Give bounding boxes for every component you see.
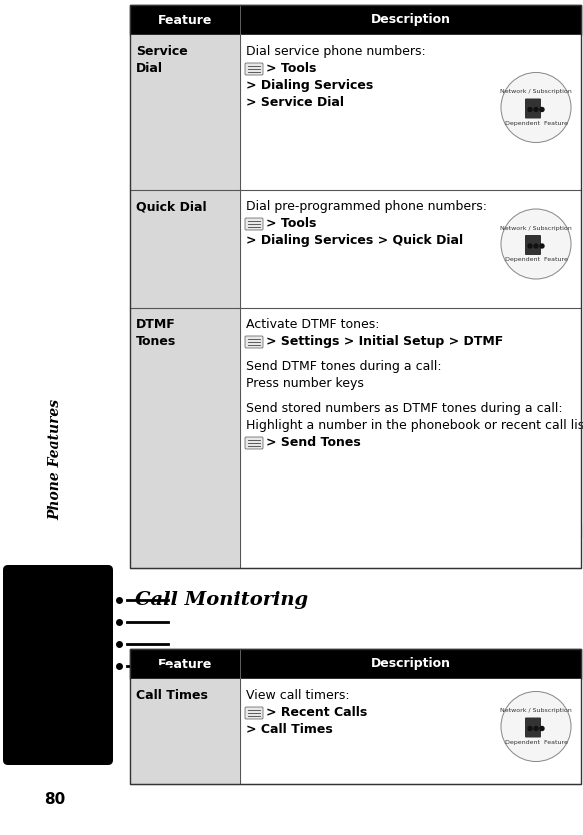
Text: DTMF
Tones: DTMF Tones [136,318,176,348]
Circle shape [528,726,532,731]
Circle shape [534,108,538,112]
FancyBboxPatch shape [525,717,541,737]
Circle shape [501,691,571,762]
Bar [130,5,581,568]
Bar [130,190,240,308]
Text: > Recent Calls: > Recent Calls [266,706,367,719]
Circle shape [534,244,538,248]
Text: Dial service phone numbers:: Dial service phone numbers: [246,45,426,58]
Bar [240,35,581,190]
Text: > Tools: > Tools [266,62,317,75]
Text: > Dialing Services > Quick Dial: > Dialing Services > Quick Dial [246,234,463,247]
Text: > Dialing Services: > Dialing Services [246,79,373,92]
Text: Quick Dial: Quick Dial [136,200,206,213]
Text: 80: 80 [44,792,66,807]
Bar [130,35,240,190]
Circle shape [534,726,538,731]
FancyBboxPatch shape [245,63,263,75]
FancyBboxPatch shape [525,99,541,119]
Text: Call Monitoring: Call Monitoring [135,591,308,609]
Text: Service
Dial: Service Dial [136,45,188,75]
Circle shape [528,108,532,112]
Text: Send stored numbers as DTMF tones during a call:: Send stored numbers as DTMF tones during… [246,402,563,415]
FancyBboxPatch shape [3,565,113,765]
Text: Description: Description [371,657,451,671]
Bar [130,308,240,568]
Text: Press number keys: Press number keys [246,377,364,390]
Text: Send DTMF tones during a call:: Send DTMF tones during a call: [246,360,442,373]
Bar [240,679,581,784]
Text: Highlight a number in the phonebook or recent call lists, then press: Highlight a number in the phonebook or r… [246,419,583,432]
Text: Activate DTMF tones:: Activate DTMF tones: [246,318,380,331]
Text: Dial pre-programmed phone numbers:: Dial pre-programmed phone numbers: [246,200,487,213]
Bar [130,649,581,679]
Text: View call timers:: View call timers: [246,689,350,702]
FancyBboxPatch shape [245,336,263,348]
Circle shape [501,73,571,143]
Text: > Tools: > Tools [266,217,317,230]
FancyBboxPatch shape [525,235,541,255]
Text: > Service Dial: > Service Dial [246,96,344,109]
Bar [240,308,581,568]
Text: > Settings > Initial Setup > DTMF: > Settings > Initial Setup > DTMF [266,335,503,348]
Bar [240,190,581,308]
FancyBboxPatch shape [245,218,263,230]
Text: Phone Features: Phone Features [48,399,62,520]
Text: Description: Description [371,13,451,27]
Circle shape [540,108,544,112]
Bar [130,649,581,784]
Circle shape [528,244,532,248]
Text: Network / Subscription: Network / Subscription [500,708,572,713]
Circle shape [540,726,544,731]
Bar [130,679,240,784]
Text: > Send Tones: > Send Tones [266,436,361,449]
Circle shape [501,209,571,279]
FancyBboxPatch shape [245,437,263,449]
Text: Dependent  Feature: Dependent Feature [504,740,567,745]
Text: Call Times: Call Times [136,689,208,702]
Bar [130,5,581,35]
Text: Dependent  Feature: Dependent Feature [504,257,567,262]
Text: Network / Subscription: Network / Subscription [500,89,572,94]
Text: Dependent  Feature: Dependent Feature [504,121,567,126]
Text: Feature: Feature [158,13,212,27]
Text: Feature: Feature [158,657,212,671]
Text: > Call Times: > Call Times [246,723,333,736]
FancyBboxPatch shape [245,707,263,719]
Text: Network / Subscription: Network / Subscription [500,225,572,230]
Circle shape [540,244,544,248]
Text: PRELIMINARY: PRELIMINARY [117,215,583,587]
